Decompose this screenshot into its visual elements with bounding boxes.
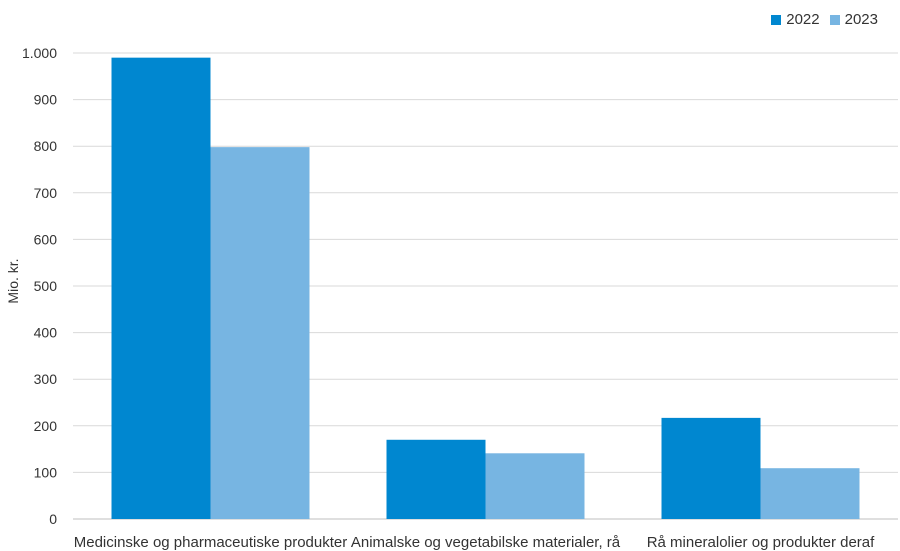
legend-label-2022: 2022 <box>786 11 820 28</box>
y-tick-label-700: 700 <box>34 185 58 201</box>
bar-2022-2 <box>661 417 761 519</box>
x-tick-label-1: Animalske og vegetabilske materialer, rå <box>351 534 621 551</box>
bar-2023-1 <box>485 453 585 519</box>
legend-swatch-2023 <box>829 14 840 25</box>
bar-2023-0 <box>210 147 310 519</box>
bar-2023-2 <box>760 468 860 519</box>
y-tick-label-0: 0 <box>49 511 57 527</box>
y-tick-label-200: 200 <box>34 418 58 434</box>
x-tick-label-0: Medicinske og pharmaceutiske produkter <box>74 534 347 551</box>
legend-label-2023: 2023 <box>844 11 878 28</box>
y-tick-label-900: 900 <box>34 92 58 108</box>
y-tick-label-400: 400 <box>34 325 58 341</box>
y-tick-label-500: 500 <box>34 278 58 294</box>
y-tick-label-100: 100 <box>34 464 58 480</box>
y-tick-label-300: 300 <box>34 371 58 387</box>
y-axis-label: Mio. kr. <box>5 258 21 304</box>
legend-item-2022: 2022 <box>771 11 820 28</box>
y-tick-label-800: 800 <box>34 138 58 154</box>
legend-item-2023: 2023 <box>829 11 878 28</box>
legend: 2022 2023 <box>771 11 878 28</box>
bar-2022-1 <box>386 439 486 519</box>
bar-2022-0 <box>111 57 211 519</box>
legend-swatch-2022 <box>771 14 782 25</box>
y-tick-label-1000: 1.000 <box>22 45 57 61</box>
x-tick-label-2: Rå mineralolier og produkter deraf <box>647 534 875 551</box>
y-tick-label-600: 600 <box>34 231 58 247</box>
